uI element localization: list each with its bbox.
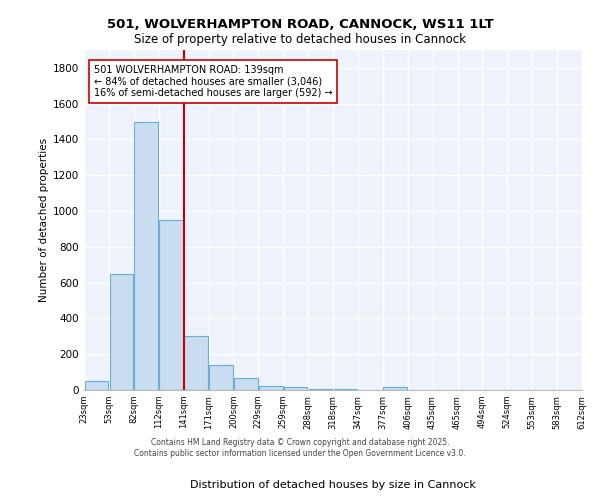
Bar: [209, 365, 233, 390]
Bar: [160, 220, 183, 390]
Bar: [184, 336, 208, 390]
Bar: [110, 274, 133, 390]
Bar: [234, 378, 257, 390]
Bar: [85, 381, 108, 390]
Bar: [134, 122, 158, 390]
Bar: [383, 388, 407, 390]
Text: Distribution of detached houses by size in Cannock: Distribution of detached houses by size …: [190, 480, 476, 490]
Bar: [334, 389, 357, 390]
Text: 501 WOLVERHAMPTON ROAD: 139sqm
← 84% of detached houses are smaller (3,046)
16% : 501 WOLVERHAMPTON ROAD: 139sqm ← 84% of …: [94, 66, 332, 98]
Bar: [284, 388, 307, 390]
Bar: [309, 389, 332, 390]
Bar: [259, 386, 283, 390]
Text: Size of property relative to detached houses in Cannock: Size of property relative to detached ho…: [134, 32, 466, 46]
Text: 501, WOLVERHAMPTON ROAD, CANNOCK, WS11 1LT: 501, WOLVERHAMPTON ROAD, CANNOCK, WS11 1…: [107, 18, 493, 30]
Text: Contains HM Land Registry data © Crown copyright and database right 2025.
Contai: Contains HM Land Registry data © Crown c…: [134, 438, 466, 458]
Y-axis label: Number of detached properties: Number of detached properties: [39, 138, 49, 302]
